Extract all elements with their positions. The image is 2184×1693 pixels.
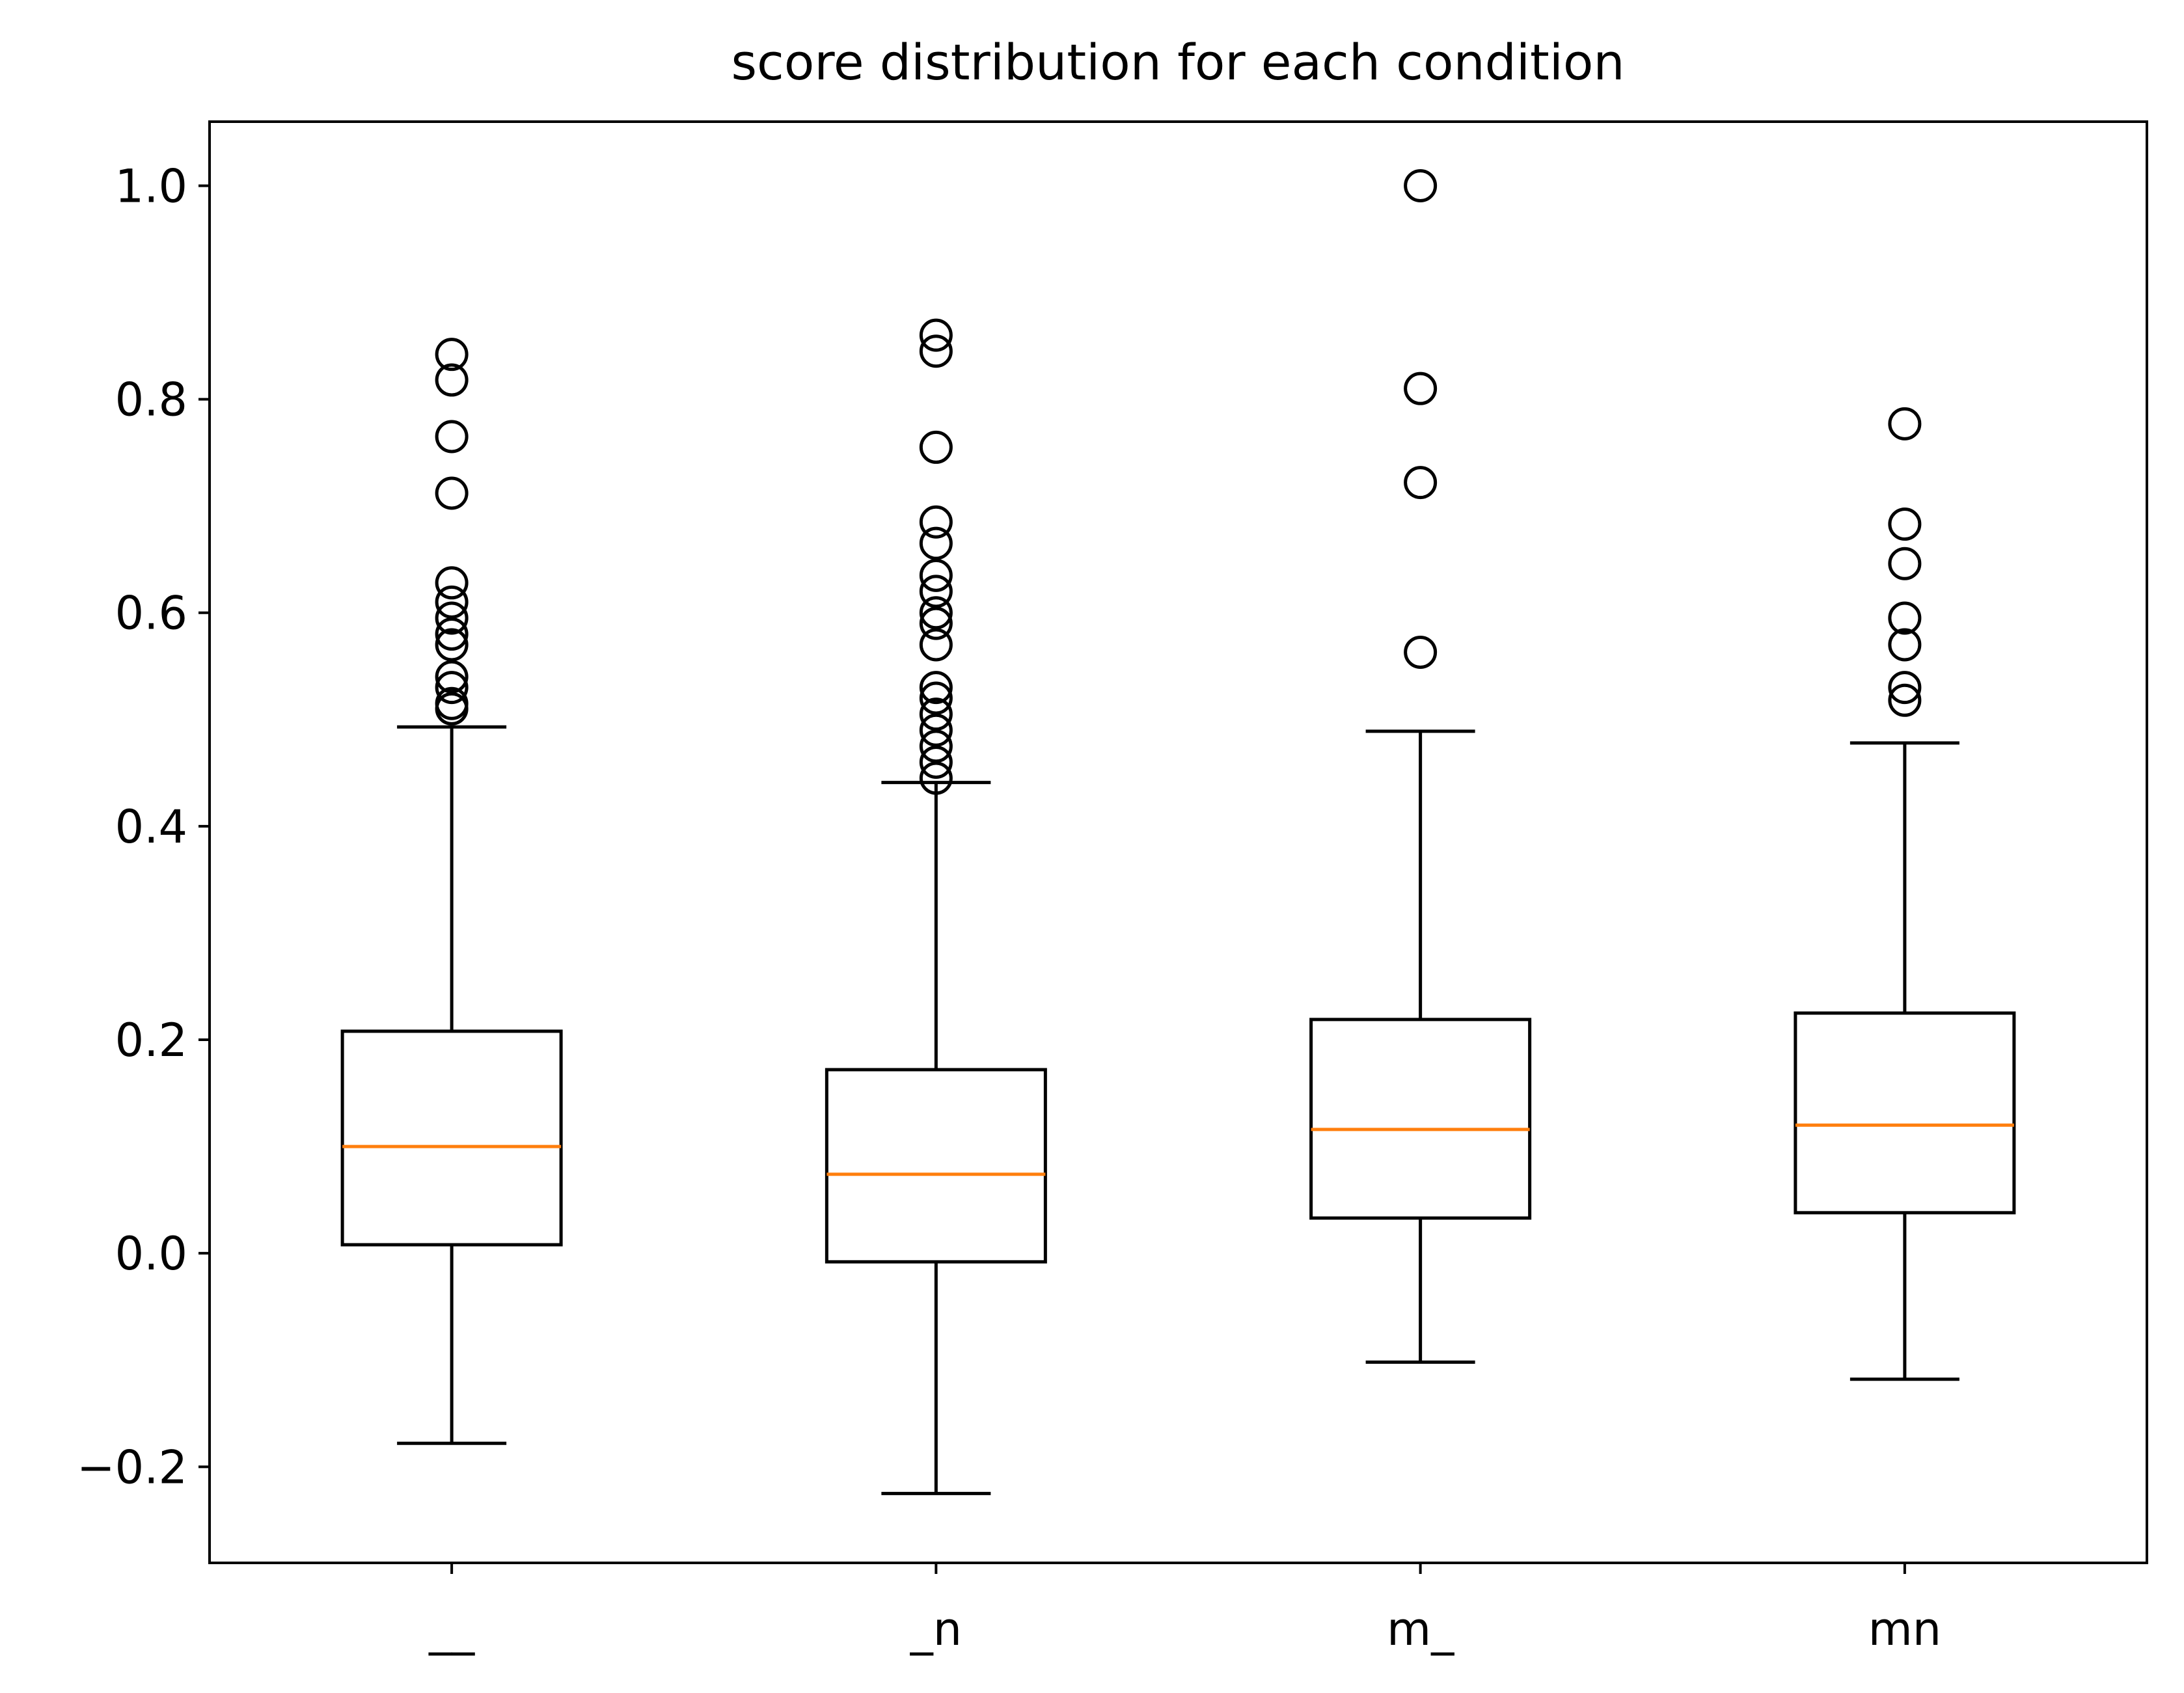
flier-point [919, 729, 953, 763]
box-group [340, 169, 2016, 1495]
flier-point [435, 601, 469, 635]
flier-point [919, 681, 953, 715]
flier-point [435, 686, 469, 720]
flier-point [435, 671, 469, 705]
box-1 [340, 338, 563, 1445]
flier-point [435, 338, 469, 372]
flier-point [919, 526, 953, 560]
flier-point [435, 617, 469, 651]
y-tick-label: 0.8 [115, 373, 187, 427]
flier-point [919, 713, 953, 747]
flier-point [435, 585, 469, 619]
flier-point [919, 698, 953, 731]
flier-point [1888, 628, 1922, 662]
flier-point [919, 575, 953, 608]
flier-point [919, 671, 953, 705]
iqr-box [1794, 1011, 2016, 1215]
flier-point [1404, 466, 1438, 500]
y-tick-label: 0.6 [115, 587, 187, 640]
x-axis: __ _n m_ mn [428, 1563, 1941, 1656]
flier-point [435, 628, 469, 662]
flier-point [919, 761, 953, 795]
flier-point [919, 318, 953, 352]
flier-point [919, 596, 953, 630]
flier-point [1404, 372, 1438, 405]
iqr-box [825, 1068, 1047, 1264]
flier-point [435, 566, 469, 600]
flier-point [1888, 508, 1922, 541]
flier-point [1888, 547, 1922, 580]
flier-point [1888, 407, 1922, 440]
flier-point [1888, 671, 1922, 705]
iqr-box [340, 1029, 563, 1247]
flier-point [1888, 683, 1922, 717]
flier-point [1404, 635, 1438, 669]
y-tick-label: 0.2 [115, 1014, 187, 1067]
chart-title: score distribution for each condition [731, 33, 1624, 91]
x-tick-label: m_ [1387, 1603, 1454, 1656]
box-3 [1309, 169, 1532, 1364]
plot-area-frame [208, 120, 2148, 1564]
x-tick-label: _n [910, 1603, 962, 1656]
flier-point [919, 745, 953, 779]
flier-point [435, 660, 469, 694]
iqr-box [1309, 1018, 1532, 1220]
flier-point [919, 606, 953, 640]
y-tick-label: −0.2 [77, 1441, 187, 1494]
x-tick-label: mn [1868, 1603, 1942, 1656]
flier-point [919, 430, 953, 464]
y-tick-label: 1.0 [115, 159, 187, 213]
flier-point [1404, 169, 1438, 202]
flier-point [435, 476, 469, 510]
y-tick-label: 0.4 [115, 800, 187, 854]
y-axis: −0.2 0.0 0.2 0.4 0.6 0.8 1.0 [77, 159, 210, 1494]
box-2 [825, 318, 1047, 1495]
flier-point [1888, 601, 1922, 635]
flier-point [919, 505, 953, 539]
flier-point [435, 363, 469, 397]
box-4 [1794, 407, 2016, 1381]
x-tick-label: __ [428, 1603, 475, 1656]
flier-point [919, 628, 953, 662]
flier-point [435, 420, 469, 454]
flier-point [919, 334, 953, 368]
y-tick-label: 0.0 [115, 1227, 187, 1280]
flier-point [919, 558, 953, 592]
